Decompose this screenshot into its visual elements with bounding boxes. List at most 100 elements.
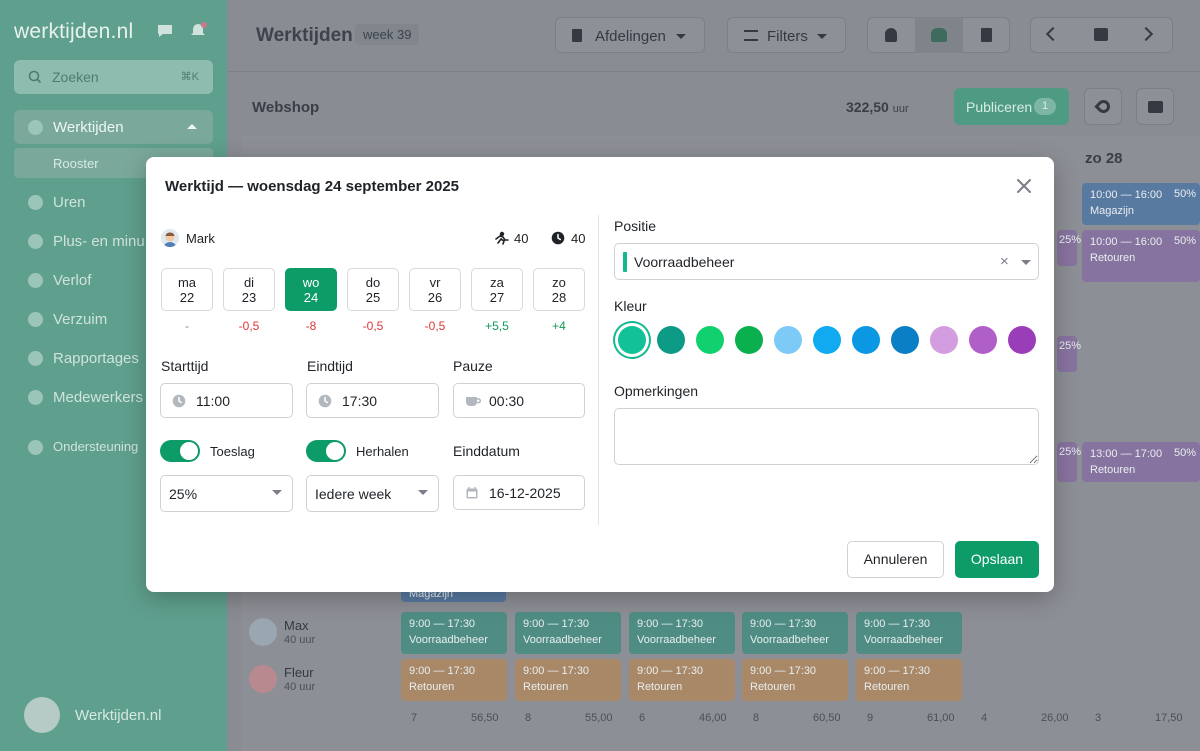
shift-card[interactable]: 9:00 — 17:30 Voorraadbeheer — [742, 612, 848, 654]
sidebar-item-werktijden[interactable]: Werktijden — [14, 110, 213, 144]
color-swatch[interactable] — [969, 326, 997, 354]
repeat-select[interactable]: Iedere week — [306, 475, 439, 512]
color-swatch[interactable] — [891, 326, 919, 354]
sidebar-search[interactable]: Zoeken ⌘K — [14, 60, 213, 94]
employee-name: Max — [284, 618, 309, 633]
day-button-wo[interactable]: wo 24 — [285, 268, 337, 311]
day-header: zo 28 — [1085, 150, 1123, 167]
start-time-value: 11:00 — [196, 393, 230, 409]
chevron-right-icon[interactable] — [1138, 26, 1154, 42]
calendar-icon[interactable] — [1094, 28, 1108, 41]
day-button-zo[interactable]: zo 28 — [533, 268, 585, 311]
start-time-input[interactable]: 11:00 — [160, 383, 293, 418]
shift-percentage: 50% — [1173, 188, 1196, 200]
shift-card[interactable]: 9:00 — 17:30 Retouren — [629, 659, 735, 701]
break-input[interactable]: 00:30 — [453, 383, 585, 418]
shift-card[interactable]: 13:00 — 17:00 Retouren 50% — [1082, 442, 1200, 482]
shift-position: Retouren — [750, 681, 796, 693]
sidebar-item-uren[interactable]: Uren — [14, 185, 213, 219]
shop-name: Webshop — [252, 99, 320, 116]
day-button-za[interactable]: za 27 — [471, 268, 523, 311]
shift-position: Voorraadbeheer — [750, 634, 829, 646]
close-icon[interactable] — [1012, 174, 1036, 198]
end-date-input[interactable]: 16-12-2025 — [453, 475, 585, 510]
shift-card[interactable]: 9:00 — 17:30 Voorraadbeheer — [856, 612, 962, 654]
shift-time: 13:00 — 17:00 — [1090, 448, 1163, 460]
repeat-toggle[interactable] — [306, 440, 346, 462]
shift-time: 9:00 — 17:30 — [637, 618, 704, 630]
day-button-vr[interactable]: vr 26 — [409, 268, 461, 311]
color-swatch[interactable] — [735, 326, 763, 354]
shift-card[interactable]: 25% — [1057, 230, 1081, 266]
remarks-textarea[interactable] — [614, 408, 1039, 465]
repeat-value: Iedere week — [315, 486, 392, 502]
shift-card[interactable]: 10:00 — 16:00 Retouren 50% — [1082, 230, 1200, 282]
position-select[interactable]: Voorraadbeheer × — [614, 243, 1039, 280]
chat-icon[interactable] — [156, 22, 174, 40]
sidebar-item-verlof[interactable]: Verlof — [14, 263, 213, 297]
shift-card[interactable]: 10:00 — 16:00 Magazijn 50% — [1082, 183, 1200, 225]
day-label: zo — [552, 275, 566, 290]
end-time-input[interactable]: 17:30 — [306, 383, 439, 418]
color-swatch[interactable] — [774, 326, 802, 354]
bell-icon[interactable] — [189, 22, 207, 40]
day-total: 3 17,50 — [1095, 712, 1183, 724]
publish-button[interactable]: Publiceren 1 — [954, 88, 1069, 125]
toggle-knob — [180, 442, 198, 460]
color-swatch[interactable] — [852, 326, 880, 354]
chevron-down-icon — [676, 34, 686, 39]
shift-time: 9:00 — 17:30 — [864, 665, 931, 677]
sidebar-item-medewerkers[interactable]: Medewerkers — [14, 380, 213, 414]
shift-card[interactable]: 9:00 — 17:30 Retouren — [401, 659, 507, 701]
departments-button[interactable]: Afdelingen — [555, 17, 705, 53]
start-time-label: Starttijd — [161, 358, 209, 374]
user-view-icon[interactable] — [885, 28, 897, 42]
shift-time: 9:00 — 17:30 — [864, 618, 931, 630]
surcharge-select[interactable]: 25% — [160, 475, 293, 512]
shift-card[interactable]: 9:00 — 17:30 Retouren — [856, 659, 962, 701]
hours-difference: -0,5 — [362, 319, 384, 333]
clock-icon — [28, 120, 43, 135]
hours-total: 60,50 — [813, 712, 841, 724]
sidebar-item-rapportages[interactable]: Rapportages — [14, 341, 213, 375]
shift-card[interactable]: 9:00 — 17:30 Retouren — [515, 659, 621, 701]
filters-button[interactable]: Filters — [727, 17, 846, 53]
sidebar-item-label: Uren — [53, 194, 86, 211]
day-button-ma[interactable]: ma 22 — [161, 268, 213, 311]
tools-button[interactable] — [1084, 88, 1122, 125]
color-swatch[interactable] — [696, 326, 724, 354]
sidebar-item-ondersteuning[interactable]: Ondersteuning — [14, 430, 213, 464]
day-label: di — [243, 275, 255, 290]
chevron-left-icon[interactable] — [1045, 26, 1061, 42]
sidebar-item-plus-minus[interactable]: Plus- en minu — [14, 224, 213, 258]
cancel-button[interactable]: Annuleren — [847, 541, 944, 578]
print-button[interactable] — [1136, 88, 1174, 125]
page-title: Werktijden — [256, 25, 353, 46]
shift-card[interactable]: 9:00 — 17:30 Voorraadbeheer — [401, 612, 507, 654]
logo: werktijden.nl — [14, 20, 134, 43]
day-button-di[interactable]: di 23 — [223, 268, 275, 311]
shift-position: Voorraadbeheer — [523, 634, 602, 646]
employee-name: Fleur — [284, 665, 314, 680]
hours-total: 46,00 — [699, 712, 727, 724]
contract-hours-value: 40 — [514, 231, 529, 246]
color-swatch[interactable] — [657, 326, 685, 354]
shift-card[interactable]: 9:00 — 17:30 Retouren — [742, 659, 848, 701]
shift-card[interactable]: 9:00 — 17:30 Voorraadbeheer — [515, 612, 621, 654]
shift-card[interactable]: 9:00 — 17:30 Voorraadbeheer — [629, 612, 735, 654]
color-swatch[interactable] — [930, 326, 958, 354]
color-swatch[interactable] — [618, 326, 646, 354]
shift-card[interactable]: 25% — [1057, 442, 1081, 482]
employee-name: Mark — [186, 231, 215, 246]
day-button-do[interactable]: do 25 — [347, 268, 399, 311]
color-swatch[interactable] — [1008, 326, 1036, 354]
day-number: 22 — [179, 290, 195, 305]
shift-card[interactable]: 25% — [1057, 336, 1081, 372]
surcharge-toggle[interactable] — [160, 440, 200, 462]
sidebar-item-verzuim[interactable]: Verzuim — [14, 302, 213, 336]
color-swatch[interactable] — [813, 326, 841, 354]
shift-time: 10:00 — 16:00 — [1090, 189, 1163, 201]
clear-icon[interactable]: × — [1000, 253, 1009, 270]
save-button[interactable]: Opslaan — [955, 541, 1039, 578]
building-view-icon[interactable] — [981, 28, 992, 42]
